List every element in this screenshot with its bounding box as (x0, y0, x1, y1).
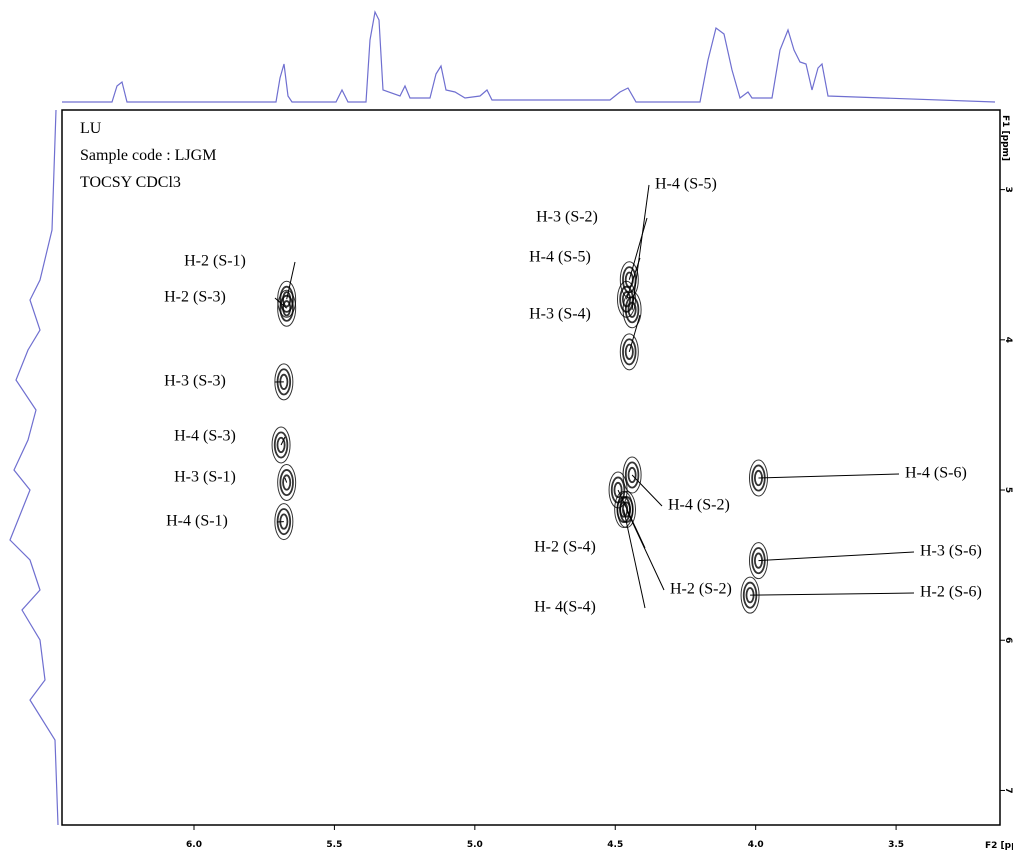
y-axis-label: F1 [ppm] (1000, 115, 1010, 161)
peak-label: H-4 (S-5) (529, 249, 591, 266)
leader-line (287, 262, 295, 299)
x-tick-label: 6.0 (186, 840, 202, 850)
leader-line (629, 218, 647, 280)
peak-label: H-4 (S-3) (174, 428, 236, 445)
leader-line (750, 593, 914, 595)
peak-label: H-2 (S-4) (534, 539, 596, 556)
axes: 6.0 5.5 5.0 4.5 4.0 3.5 3 4 5 6 7 (186, 186, 1013, 850)
leader-line (285, 478, 287, 483)
contours (272, 262, 767, 613)
x-tick-label: 5.5 (326, 840, 342, 850)
peak-label: H-3 (S-1) (174, 469, 236, 486)
x-tick-label: 5.0 (467, 840, 483, 850)
note: TOCSY CDCl3 (80, 174, 181, 191)
leader-line (758, 474, 899, 478)
peak-label: H-2 (S-6) (920, 584, 982, 601)
peak-label: H-2 (S-3) (164, 289, 226, 306)
leader-line (632, 185, 649, 310)
y-tick-label: 5 (1003, 487, 1013, 493)
peak-label: H-3 (S-2) (536, 209, 598, 226)
x-axis-label: F2 [ppm] (985, 841, 1013, 851)
plot-frame (62, 110, 1000, 825)
peak-label: H-4 (S-1) (166, 513, 228, 530)
x-tick-label: 3.5 (888, 840, 904, 850)
note: LU (80, 120, 102, 137)
y-tick-label: 6 (1003, 637, 1013, 643)
peak-label: H-4 (S-2) (668, 497, 730, 514)
leader-line (758, 552, 914, 561)
peak-label: H-2 (S-2) (670, 581, 732, 598)
peak-label: H- 4(S-4) (534, 599, 596, 616)
y-tick-label: 3 (1003, 186, 1013, 192)
x-tick-label: 4.0 (748, 840, 764, 850)
spectrum: 6.05.55.04.54.03.534567 H-2 (S-1)H-2 (S-… (0, 0, 1013, 855)
peak-label: H-2 (S-1) (184, 253, 246, 270)
peak-label: H-3 (S-3) (164, 373, 226, 390)
peak-label: H-3 (S-6) (920, 543, 982, 560)
f2-projection (62, 12, 995, 102)
y-tick-label: 7 (1003, 787, 1013, 793)
peak-label: H-4 (S-6) (905, 465, 967, 482)
note: Sample code : LJGM (80, 147, 216, 164)
f1-projection (10, 110, 58, 825)
y-tick-label: 4 (1003, 337, 1013, 343)
peak-label: H-3 (S-4) (529, 306, 591, 323)
peak-label: H-4 (S-5) (655, 176, 717, 193)
x-tick-label: 4.5 (607, 840, 623, 850)
annotations: H-2 (S-1) H-2 (S-3) H-3 (S-3) H-4 (S-3) H-3 … (164, 176, 982, 616)
